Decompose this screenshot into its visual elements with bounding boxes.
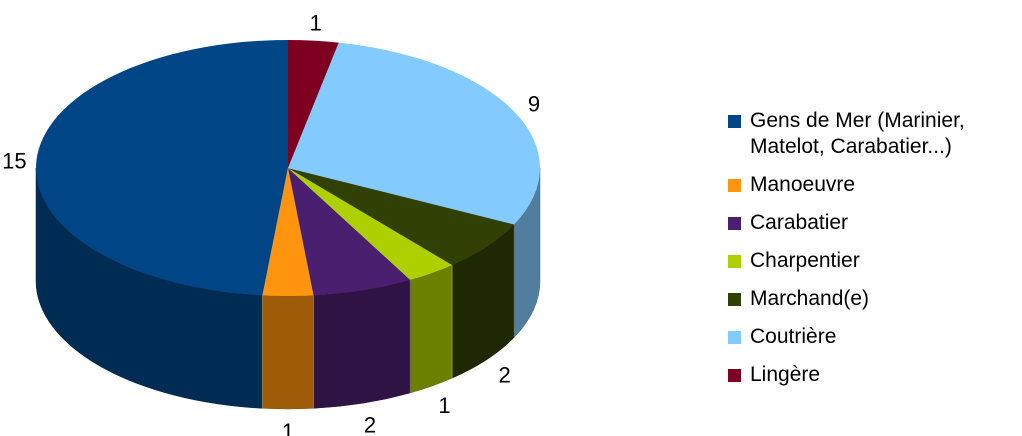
data-labels: 15 1 2 1 2 9 1 xyxy=(2,11,540,436)
data-label-4: 2 xyxy=(499,362,511,387)
legend-swatch xyxy=(728,179,741,192)
data-label-0: 15 xyxy=(2,149,26,174)
data-label-2: 2 xyxy=(364,412,376,436)
legend-swatch xyxy=(728,217,741,230)
pie-side-2 xyxy=(313,279,411,409)
legend-swatch xyxy=(728,369,741,382)
pie-slice-3 xyxy=(288,168,453,280)
pie-tops xyxy=(36,40,540,297)
legend: Gens de Mer (Marinier, Matelot, Carabati… xyxy=(728,108,1018,400)
legend-item: Carabatier xyxy=(728,210,1018,236)
legend-label: Gens de Mer (Marinier, Matelot, Carabati… xyxy=(750,109,965,158)
legend-label: Charpentier xyxy=(750,249,860,272)
legend-label: Marchand(e) xyxy=(750,287,870,310)
pie-side-3 xyxy=(410,264,453,394)
data-label-3: 1 xyxy=(438,393,450,418)
data-label-5: 9 xyxy=(528,92,540,117)
legend-label: Coutrière xyxy=(750,325,837,348)
legend-swatch xyxy=(728,115,741,128)
pie-slice-0 xyxy=(36,40,289,296)
data-label-6: 1 xyxy=(310,11,322,36)
legend-item: Charpentier xyxy=(728,248,1018,274)
pie-slice-4 xyxy=(288,168,515,266)
pie-slice-6 xyxy=(288,40,339,168)
legend-label: Carabatier xyxy=(750,211,849,234)
legend-swatch xyxy=(728,255,741,268)
legend-item: Manoeuvre xyxy=(728,172,1018,198)
pie-slice-5 xyxy=(288,42,540,225)
data-label-1: 1 xyxy=(282,419,294,436)
legend-label: Lingère xyxy=(750,363,821,386)
pie-slice-1 xyxy=(262,168,314,297)
pie-slice-2 xyxy=(288,168,411,296)
legend-item: Lingère xyxy=(728,362,1018,388)
legend-item: Marchand(e) xyxy=(728,286,1018,312)
legend-item: Coutrière xyxy=(728,324,1018,350)
pie-side-1 xyxy=(262,295,314,410)
legend-swatch xyxy=(728,293,741,306)
legend-swatch xyxy=(728,331,741,344)
pie-sides xyxy=(35,167,541,410)
legend-label: Manoeuvre xyxy=(750,173,856,196)
legend-item: Gens de Mer (Marinier, Matelot, Carabati… xyxy=(728,108,1018,160)
